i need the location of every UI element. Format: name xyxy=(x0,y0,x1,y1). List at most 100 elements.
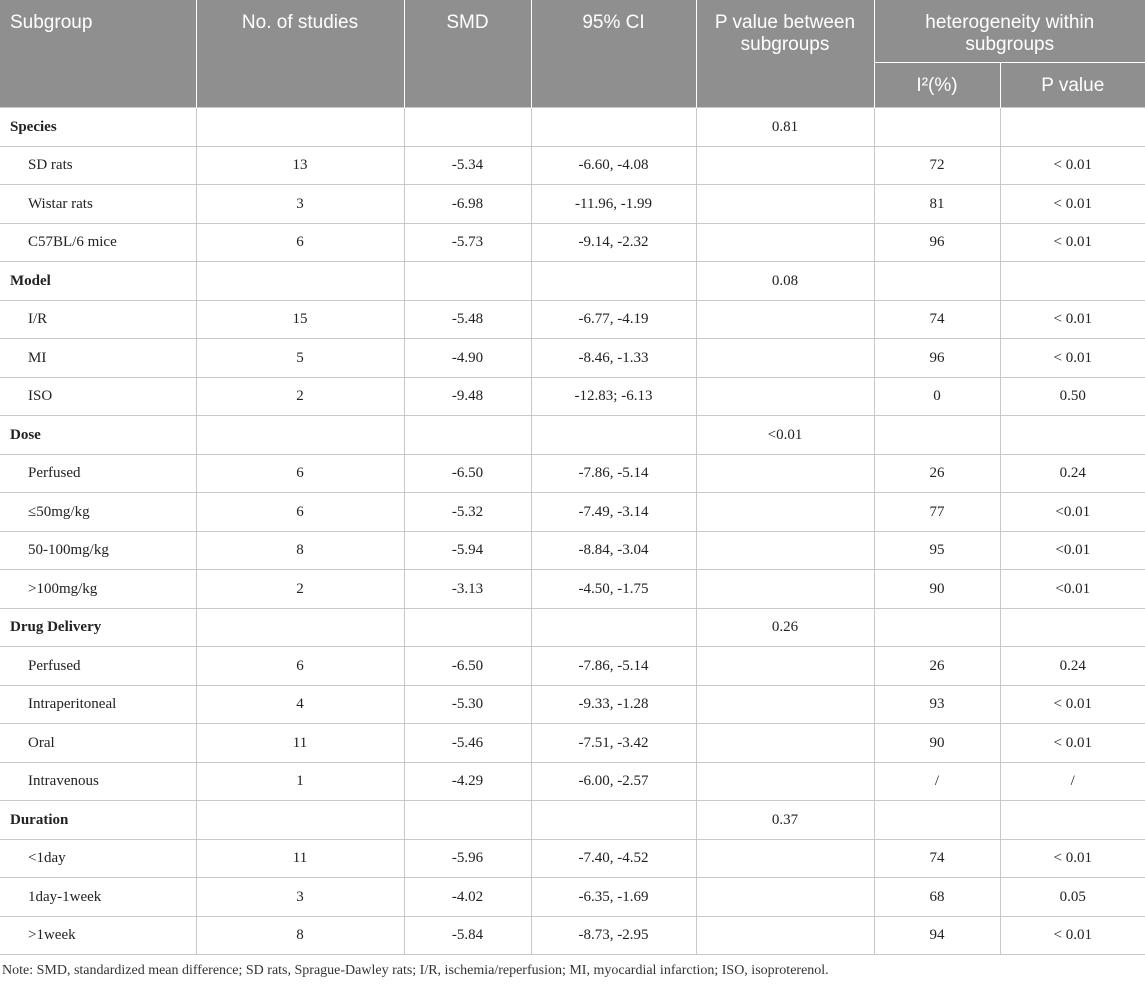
cell-studies: 2 xyxy=(195,569,405,609)
cell-p-between xyxy=(695,376,875,416)
cell-studies xyxy=(195,800,405,840)
cell-p-value: 0.24 xyxy=(999,453,1145,493)
cell-subgroup: ISO xyxy=(0,376,197,416)
cell-studies: 3 xyxy=(195,877,405,917)
cell-p-between xyxy=(695,492,875,532)
cell-p-value xyxy=(999,415,1145,455)
cell-p-value: <0.01 xyxy=(999,492,1145,532)
cell-smd: -5.48 xyxy=(403,299,532,339)
cell-subgroup: Intravenous xyxy=(0,761,197,801)
cell-i2: 96 xyxy=(873,338,1001,378)
cell-ci xyxy=(530,607,697,647)
header-ci: 95% CI xyxy=(531,0,697,108)
cell-i2: 90 xyxy=(873,569,1001,609)
header-p-value: P value xyxy=(1000,62,1145,108)
cell-p-value: < 0.01 xyxy=(999,684,1145,724)
cell-studies: 8 xyxy=(195,530,405,570)
header-subgroup: Subgroup xyxy=(0,0,197,108)
cell-smd: -5.73 xyxy=(403,222,532,262)
cell-p-value xyxy=(999,107,1145,147)
cell-i2: 81 xyxy=(873,184,1001,224)
table-row: Perfused 6 -6.50 -7.86, -5.14 26 0.24 xyxy=(0,453,1145,493)
cell-i2: 74 xyxy=(873,838,1001,878)
cell-subgroup: Model xyxy=(0,261,197,301)
cell-subgroup: Wistar rats xyxy=(0,184,197,224)
cell-i2 xyxy=(873,800,1001,840)
cell-studies xyxy=(195,261,405,301)
cell-subgroup: >100mg/kg xyxy=(0,569,197,609)
cell-p-value xyxy=(999,261,1145,301)
cell-p-between xyxy=(695,184,875,224)
cell-studies: 5 xyxy=(195,338,405,378)
cell-smd: -4.90 xyxy=(403,338,532,378)
cell-smd xyxy=(403,607,532,647)
cell-ci: -7.49, -3.14 xyxy=(530,492,697,532)
cell-ci: -4.50, -1.75 xyxy=(530,569,697,609)
cell-subgroup: C57BL/6 mice xyxy=(0,222,197,262)
group-row: Duration 0.37 xyxy=(0,800,1145,840)
cell-smd: -6.98 xyxy=(403,184,532,224)
cell-p-value: <0.01 xyxy=(999,530,1145,570)
subgroup-analysis-table: Subgroup No. of studies SMD 95% CI P val… xyxy=(0,0,1145,955)
cell-smd: -5.34 xyxy=(403,145,532,185)
cell-ci: -9.14, -2.32 xyxy=(530,222,697,262)
cell-p-between xyxy=(695,453,875,493)
table-row: 1day-1week 3 -4.02 -6.35, -1.69 68 0.05 xyxy=(0,877,1145,917)
header-studies: No. of studies xyxy=(196,0,405,108)
cell-studies: 11 xyxy=(195,723,405,763)
cell-smd xyxy=(403,261,532,301)
cell-subgroup: I/R xyxy=(0,299,197,339)
cell-p-between xyxy=(695,222,875,262)
cell-ci: -8.73, -2.95 xyxy=(530,915,697,955)
cell-i2: 72 xyxy=(873,145,1001,185)
cell-subgroup: Dose xyxy=(0,415,197,455)
cell-p-between: 0.37 xyxy=(695,800,875,840)
table-row: >1week 8 -5.84 -8.73, -2.95 94 < 0.01 xyxy=(0,915,1145,955)
cell-i2: 68 xyxy=(873,877,1001,917)
header-i2: I²(%) xyxy=(874,62,1001,108)
cell-p-value: < 0.01 xyxy=(999,338,1145,378)
cell-subgroup: <1day xyxy=(0,838,197,878)
cell-subgroup: Perfused xyxy=(0,646,197,686)
cell-p-value: < 0.01 xyxy=(999,838,1145,878)
cell-studies: 1 xyxy=(195,761,405,801)
cell-p-value: < 0.01 xyxy=(999,299,1145,339)
cell-ci xyxy=(530,800,697,840)
cell-p-value: 0.50 xyxy=(999,376,1145,416)
cell-p-value: < 0.01 xyxy=(999,145,1145,185)
cell-studies xyxy=(195,607,405,647)
table-row: ≤50mg/kg 6 -5.32 -7.49, -3.14 77 <0.01 xyxy=(0,492,1145,532)
cell-subgroup: 50-100mg/kg xyxy=(0,530,197,570)
cell-smd: -5.94 xyxy=(403,530,532,570)
cell-ci xyxy=(530,261,697,301)
cell-ci: -7.51, -3.42 xyxy=(530,723,697,763)
cell-subgroup: Intraperitoneal xyxy=(0,684,197,724)
cell-ci: -7.86, -5.14 xyxy=(530,646,697,686)
cell-studies: 8 xyxy=(195,915,405,955)
cell-p-between: 0.81 xyxy=(695,107,875,147)
cell-p-between xyxy=(695,877,875,917)
cell-ci: -12.83; -6.13 xyxy=(530,376,697,416)
cell-ci: -7.40, -4.52 xyxy=(530,838,697,878)
cell-subgroup: SD rats xyxy=(0,145,197,185)
cell-subgroup: Duration xyxy=(0,800,197,840)
cell-ci: -6.77, -4.19 xyxy=(530,299,697,339)
cell-subgroup: Drug Delivery xyxy=(0,607,197,647)
cell-smd: -5.32 xyxy=(403,492,532,532)
cell-i2: 94 xyxy=(873,915,1001,955)
cell-p-between xyxy=(695,761,875,801)
cell-studies: 15 xyxy=(195,299,405,339)
cell-studies: 6 xyxy=(195,646,405,686)
table-row: Intravenous 1 -4.29 -6.00, -2.57 // xyxy=(0,761,1145,801)
cell-smd: -9.48 xyxy=(403,376,532,416)
cell-i2: 90 xyxy=(873,723,1001,763)
cell-smd: -5.30 xyxy=(403,684,532,724)
cell-ci: -8.46, -1.33 xyxy=(530,338,697,378)
table-note: Note: SMD, standardized mean difference;… xyxy=(2,963,829,978)
table-body: Species 0.81 SD rats 13 -5.34 -6.60, -4.08 72 <… xyxy=(0,107,1145,955)
cell-smd: -5.96 xyxy=(403,838,532,878)
cell-p-between xyxy=(695,646,875,686)
cell-p-value xyxy=(999,800,1145,840)
cell-ci: -6.00, -2.57 xyxy=(530,761,697,801)
cell-studies: 4 xyxy=(195,684,405,724)
